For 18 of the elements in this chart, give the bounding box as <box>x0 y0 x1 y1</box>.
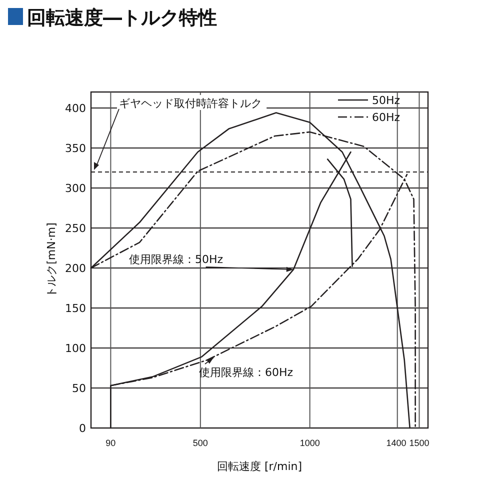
y-axis-title: トルク[mN·m] <box>45 222 58 298</box>
x-tick-label: 500 <box>192 438 208 448</box>
x-tick-label: 1000 <box>300 438 320 448</box>
y-tick-label: 50 <box>72 382 86 395</box>
x-tick-label: 1400 <box>386 438 406 448</box>
y-tick-label: 300 <box>65 182 86 195</box>
y-tick-label: 400 <box>65 102 86 115</box>
y-tick-label: 200 <box>65 262 86 275</box>
y-tick-label: 100 <box>65 342 86 355</box>
y-tick-label: 0 <box>79 422 86 435</box>
x-axis-title: 回転速度 [r/min] <box>216 460 302 473</box>
x-tick-label: 90 <box>106 438 116 448</box>
x-tick-label: 1500 <box>409 438 430 448</box>
ref-line-label: ギヤヘッド取付時許容トルク <box>119 97 262 110</box>
y-tick-label: 150 <box>65 302 86 315</box>
y-tick-label: 350 <box>65 142 86 155</box>
y-tick-label: 250 <box>65 222 86 235</box>
chart-title: 回転速度―トルク特性 <box>27 7 217 29</box>
